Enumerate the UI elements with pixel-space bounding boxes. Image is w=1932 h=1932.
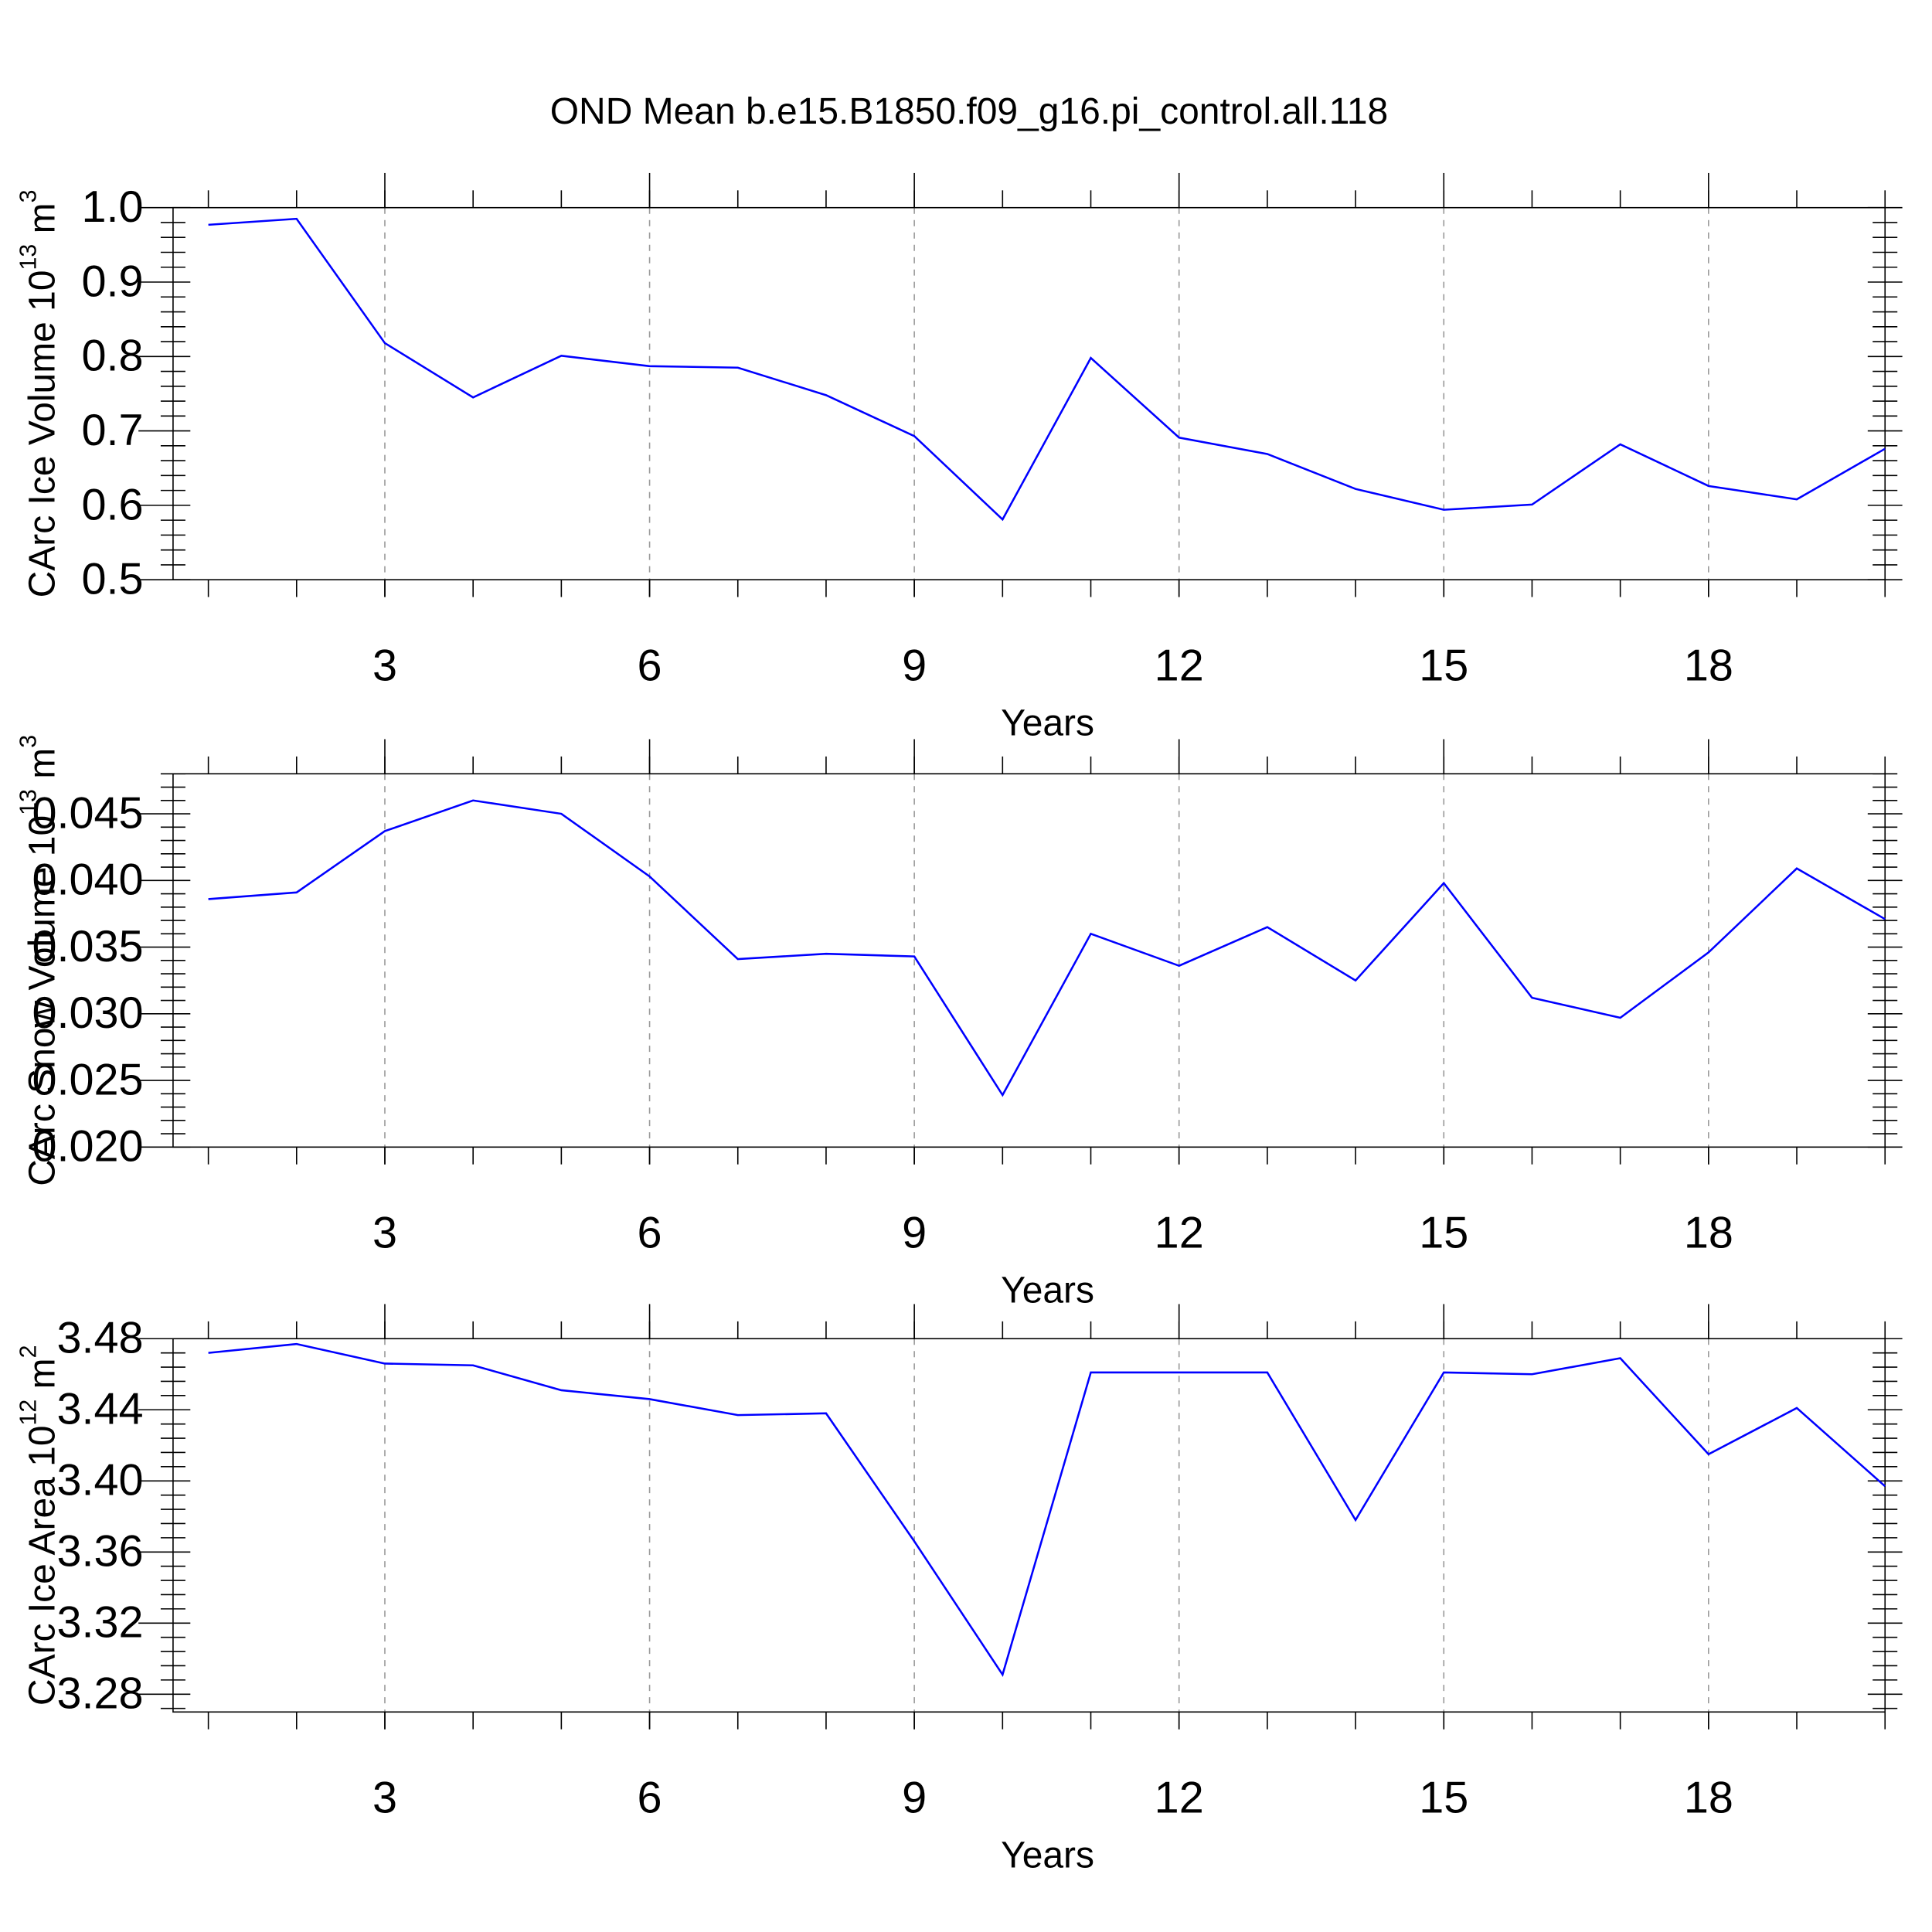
y-axis-label-part: 2 — [15, 1345, 41, 1358]
plot-frame — [172, 206, 1886, 580]
y-axis-label: CArc Ice Area 1012 m2 — [15, 1345, 63, 1706]
y-axis-label-part: CArc Ice Area 10 — [22, 1425, 63, 1706]
x-tick-label: 3 — [372, 641, 397, 691]
x-tick-label: 3 — [372, 1209, 397, 1258]
x-tick-label: 6 — [638, 1774, 662, 1823]
x-axis-label: Years — [1001, 1835, 1094, 1876]
y-tick-label: 1.0 — [81, 182, 143, 232]
y-axis-label-part: 12 — [15, 1400, 41, 1426]
x-tick-label: 9 — [902, 1774, 927, 1823]
y-axis-label-part: 13 — [15, 789, 41, 815]
y-axis-label-part: m — [22, 1358, 63, 1399]
x-tick-label: 9 — [902, 641, 927, 691]
y-axis-label-part: 3 — [15, 735, 41, 748]
y-tick-label: 0.9 — [81, 257, 143, 306]
y-tick-label: 3.44 — [56, 1385, 143, 1434]
x-tick-label: 12 — [1155, 1774, 1204, 1823]
y-axis-label-part: 3 — [15, 189, 41, 202]
y-tick-label: 0.025 — [32, 1055, 143, 1104]
y-axis-label: CArc Ice Volume 1013 m3 — [15, 189, 63, 597]
x-tick-label: 3 — [372, 1774, 397, 1823]
data-line — [208, 799, 1886, 1097]
y-tick-label: 0.045 — [32, 788, 143, 838]
x-tick-label: 15 — [1419, 641, 1468, 691]
x-tick-label: 12 — [1155, 641, 1204, 691]
y-tick-label: 0.5 — [81, 555, 143, 604]
y-tick-label: 3.40 — [56, 1456, 143, 1505]
y-tick-label: 3.32 — [56, 1598, 143, 1648]
y-tick-label: 0.030 — [32, 988, 143, 1038]
data-line — [208, 217, 1886, 522]
x-axis-label: Years — [1001, 703, 1094, 744]
x-tick-label: 15 — [1419, 1774, 1468, 1823]
y-tick-label: 0.020 — [32, 1122, 143, 1172]
x-axis-label: Years — [1001, 1270, 1094, 1311]
y-axis-label-part: m — [22, 202, 63, 243]
y-tick-label: 0.6 — [81, 480, 143, 529]
y-tick-label: 3.48 — [56, 1314, 143, 1363]
x-tick-label: 6 — [638, 641, 662, 691]
y-tick-label: 3.36 — [56, 1527, 143, 1577]
y-tick-label: 3.28 — [56, 1669, 143, 1719]
y-axis-label-part: CArc Snow Volume 10 — [22, 815, 63, 1186]
y-tick-label: 0.8 — [81, 332, 143, 381]
plot-frame — [172, 773, 1886, 1148]
x-tick-label: 18 — [1684, 641, 1733, 691]
y-axis-label-part: 13 — [15, 244, 41, 270]
x-tick-label: 12 — [1155, 1209, 1204, 1258]
x-tick-label: 18 — [1684, 1774, 1733, 1823]
y-tick-label: 0.040 — [32, 855, 143, 905]
x-tick-label: 18 — [1684, 1209, 1733, 1258]
y-axis-label-part: CArc Ice Volume 10 — [22, 270, 63, 597]
data-line — [208, 1342, 1886, 1677]
x-tick-label: 15 — [1419, 1209, 1468, 1258]
y-tick-label: 0.7 — [81, 406, 143, 455]
y-axis-label: CArc Snow Volume 1013 m3 — [15, 735, 63, 1186]
x-tick-label: 9 — [902, 1209, 927, 1258]
plot-frame — [172, 1338, 1886, 1713]
x-tick-label: 6 — [638, 1209, 662, 1258]
chart-title: OND Mean b.e15.B1850.f09_g16.pi_control.… — [550, 91, 1388, 132]
y-tick-label: 0.035 — [32, 922, 143, 971]
y-axis-label-part: m — [22, 748, 63, 789]
